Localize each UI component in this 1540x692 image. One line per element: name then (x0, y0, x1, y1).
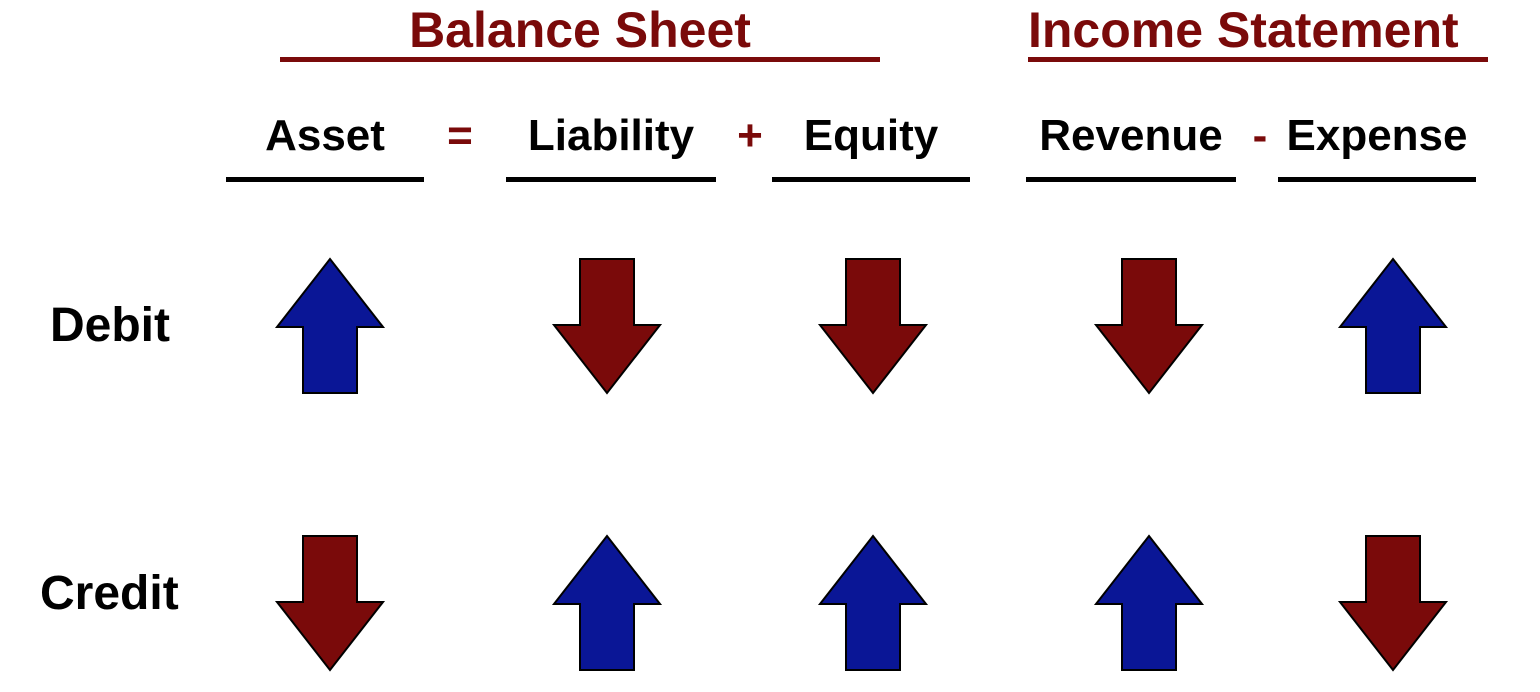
equity-debit-down-arrow-icon (817, 258, 929, 395)
balance-sheet-title-text: Balance Sheet (409, 2, 751, 58)
column-underline-revenue (1026, 177, 1236, 182)
expense-debit-up-arrow-icon (1337, 257, 1449, 394)
column-label-liability: Liability (527, 111, 695, 160)
income-statement-title-text: Income Statement (1028, 2, 1459, 58)
row-label-credit: Credit (40, 567, 179, 620)
balance-sheet-title: Balance Sheet (280, 2, 880, 62)
column-underline-liability (506, 177, 716, 182)
income-statement-underline (1028, 57, 1488, 62)
column-header-revenue: Revenue (1026, 108, 1236, 182)
revenue-credit-up-arrow-icon (1093, 534, 1205, 671)
liability-credit-up-arrow-icon (551, 534, 663, 671)
minus-operator: - (1252, 111, 1268, 160)
column-underline-equity (772, 177, 970, 182)
column-label-asset: Asset (265, 111, 385, 160)
column-header-expense: Expense (1278, 108, 1476, 182)
column-header-equity: Equity (772, 108, 970, 182)
equals-operator: = (447, 111, 473, 160)
expense-credit-down-arrow-icon (1337, 535, 1449, 672)
column-header-liability: Liability (506, 108, 716, 182)
balance-sheet-underline (280, 57, 880, 62)
plus-operator: + (737, 111, 763, 160)
revenue-debit-down-arrow-icon (1093, 258, 1205, 395)
column-label-expense: Expense (1286, 111, 1468, 160)
column-underline-expense (1278, 177, 1476, 182)
income-statement-title: Income Statement (1028, 2, 1488, 62)
row-label-debit: Debit (50, 299, 170, 352)
liability-debit-down-arrow-icon (551, 258, 663, 395)
column-label-equity: Equity (803, 111, 939, 160)
asset-credit-down-arrow-icon (274, 535, 386, 672)
asset-debit-up-arrow-icon (274, 257, 386, 394)
column-underline-asset (226, 177, 424, 182)
column-header-asset: Asset (226, 108, 424, 182)
column-label-revenue: Revenue (1039, 111, 1223, 160)
equity-credit-up-arrow-icon (817, 534, 929, 671)
